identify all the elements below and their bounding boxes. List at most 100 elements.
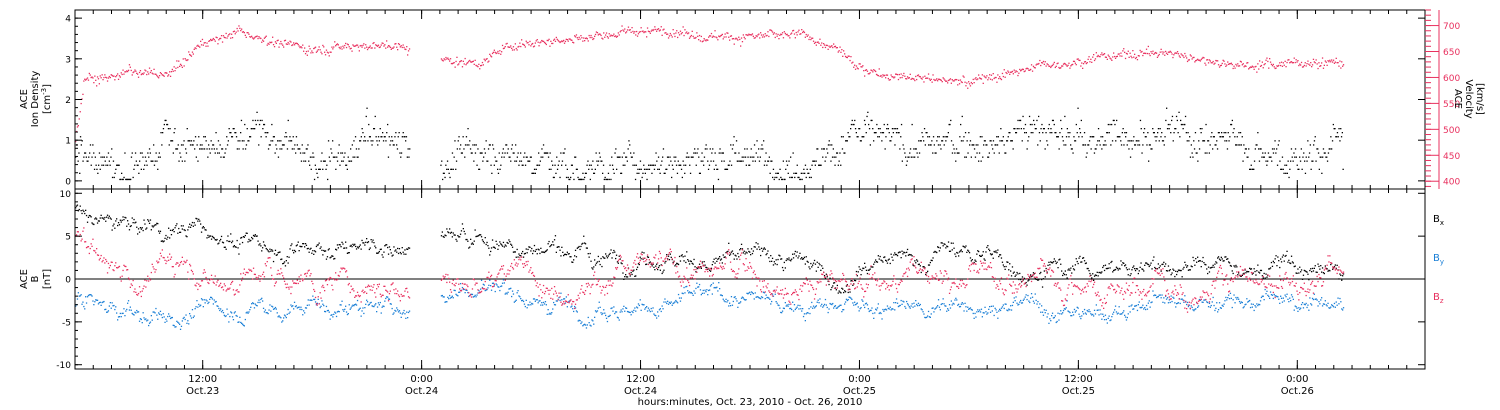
- by-point: [283, 314, 286, 316]
- density-point: [633, 152, 635, 154]
- velocity-point: [261, 41, 263, 43]
- by-point: [400, 316, 402, 318]
- by-point: [574, 305, 576, 308]
- bx-point: [784, 267, 786, 269]
- density-point: [999, 140, 1001, 142]
- density-point: [744, 148, 746, 150]
- density-point: [746, 148, 748, 150]
- bx-point: [881, 260, 883, 262]
- density-point: [1284, 164, 1286, 166]
- density-point: [165, 119, 167, 122]
- density-point: [99, 168, 101, 170]
- velocity-point: [575, 34, 578, 36]
- velocity-point: [1237, 63, 1239, 65]
- velocity-point: [1029, 69, 1031, 71]
- density-point: [1176, 119, 1178, 122]
- density-point: [764, 160, 766, 162]
- by-point: [117, 316, 120, 318]
- velocity-point: [149, 71, 152, 74]
- by-point: [300, 306, 302, 308]
- by-point: [120, 316, 122, 318]
- by-point: [494, 290, 496, 293]
- velocity-point: [1118, 53, 1120, 55]
- by-point: [397, 311, 400, 313]
- bx-point: [697, 267, 699, 270]
- velocity-point: [733, 43, 735, 45]
- bx-point: [694, 266, 696, 268]
- velocity-point: [313, 47, 315, 50]
- by-point: [320, 305, 322, 307]
- by-point: [258, 299, 260, 301]
- bx-point: [664, 262, 666, 264]
- density-point: [857, 136, 859, 138]
- bx-point: [465, 238, 467, 241]
- bx-point: [76, 204, 79, 206]
- bx-point: [565, 254, 567, 256]
- density-point: [1084, 144, 1087, 146]
- density-point: [240, 132, 242, 134]
- density-point: [391, 136, 393, 138]
- bx-point: [751, 252, 754, 255]
- bx-point: [205, 229, 207, 231]
- density-point: [817, 148, 819, 150]
- bx-point: [961, 251, 963, 253]
- bx-point: [990, 254, 993, 256]
- bx-point: [110, 218, 112, 220]
- density-point: [1118, 136, 1120, 138]
- bx-point: [742, 252, 744, 254]
- velocity-point: [880, 74, 882, 77]
- velocity-point: [385, 47, 387, 49]
- density-point: [596, 160, 598, 162]
- density-point: [1211, 132, 1213, 134]
- by-point: [224, 315, 226, 318]
- density-point: [107, 152, 110, 154]
- bx-point: [1209, 267, 1211, 269]
- bx-point: [638, 263, 640, 266]
- by-point: [193, 315, 195, 317]
- bx-point: [605, 255, 608, 257]
- density-point: [1024, 123, 1027, 126]
- density-point: [881, 140, 883, 142]
- density-point: [674, 160, 676, 162]
- velocity-point: [518, 45, 520, 48]
- bx-point: [1139, 266, 1141, 268]
- velocity-point: [133, 71, 135, 73]
- density-point: [252, 119, 254, 122]
- bx-point: [290, 244, 292, 247]
- velocity-point: [228, 34, 230, 36]
- velocity-point: [709, 35, 711, 37]
- velocity-point: [467, 61, 469, 64]
- velocity-point: [370, 47, 372, 49]
- bx-point: [1112, 271, 1114, 273]
- velocity-point: [305, 50, 308, 53]
- density-point: [873, 132, 876, 134]
- density-point: [235, 136, 238, 138]
- bx-point: [880, 259, 882, 261]
- by-point: [176, 320, 178, 322]
- velocity-tick-label: 650: [1443, 48, 1460, 58]
- by-point: [440, 295, 443, 297]
- density-point: [1221, 136, 1224, 138]
- density-point: [657, 156, 660, 158]
- bx-point: [280, 258, 282, 261]
- velocity-point: [339, 47, 341, 50]
- velocity-point: [316, 50, 318, 52]
- by-point: [336, 311, 339, 313]
- density-point: [1213, 136, 1215, 138]
- density-point: [865, 132, 867, 134]
- density-point: [182, 144, 184, 146]
- density-point: [520, 160, 523, 162]
- velocity-point: [557, 39, 559, 42]
- by-point: [132, 313, 134, 315]
- by-point: [501, 282, 504, 284]
- density-point: [440, 164, 442, 166]
- by-point: [451, 295, 453, 297]
- density-point: [196, 144, 198, 146]
- velocity-point: [664, 32, 666, 34]
- velocity-point: [1190, 55, 1192, 57]
- by-point: [370, 301, 372, 304]
- bx-point: [1128, 268, 1130, 270]
- bx-point: [159, 230, 162, 232]
- bx-point: [1261, 275, 1263, 277]
- density-point: [824, 160, 826, 162]
